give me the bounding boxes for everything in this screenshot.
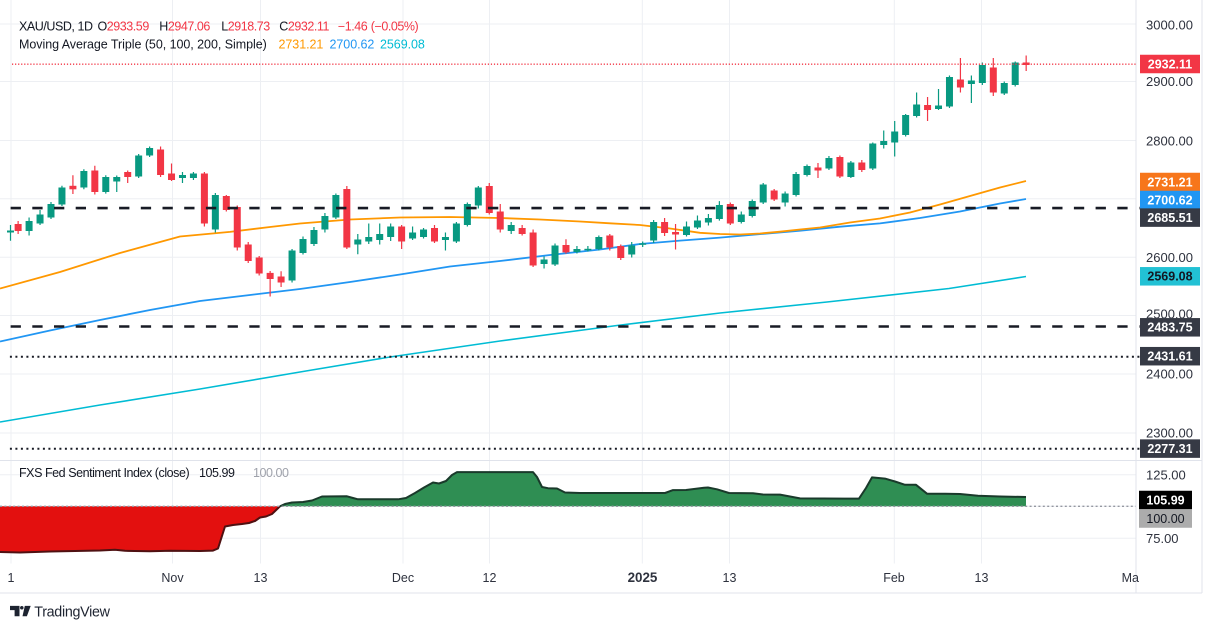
svg-text:13: 13 [254, 571, 268, 585]
svg-text:2400.00: 2400.00 [1146, 367, 1193, 382]
svg-text:125.00: 125.00 [1146, 467, 1186, 482]
svg-text:2569.08: 2569.08 [1147, 270, 1192, 284]
svg-text:Nov: Nov [161, 571, 184, 585]
svg-text:Moving Average Triple (50, 100: Moving Average Triple (50, 100, 200, Sim… [19, 38, 425, 52]
svg-text:2277.31: 2277.31 [1147, 442, 1192, 456]
svg-text:2025: 2025 [628, 570, 658, 585]
svg-text:Feb: Feb [883, 571, 905, 585]
svg-text:2685.51: 2685.51 [1147, 211, 1192, 225]
svg-text:105.99: 105.99 [1146, 493, 1184, 507]
svg-text:3000.00: 3000.00 [1146, 18, 1193, 33]
svg-text:2483.75: 2483.75 [1147, 321, 1192, 335]
svg-text:2731.21: 2731.21 [1147, 175, 1192, 189]
svg-text:Dec: Dec [392, 571, 414, 585]
svg-text:75.00: 75.00 [1146, 531, 1179, 546]
svg-text:2600.00: 2600.00 [1146, 250, 1193, 265]
svg-text:FXS Fed Sentiment Index (close: FXS Fed Sentiment Index (close) 105.99 100… [19, 466, 289, 480]
svg-text:2900.00: 2900.00 [1146, 74, 1193, 89]
svg-text:TradingView: TradingView [34, 605, 110, 621]
svg-text:12: 12 [483, 571, 497, 585]
svg-text:Ma: Ma [1122, 571, 1139, 585]
svg-text:2800.00: 2800.00 [1146, 134, 1193, 149]
svg-text:100.00: 100.00 [1146, 512, 1184, 526]
svg-text:13: 13 [975, 571, 989, 585]
svg-text:13: 13 [723, 571, 737, 585]
svg-text:1: 1 [8, 571, 15, 585]
svg-text:2932.11: 2932.11 [1148, 57, 1193, 71]
svg-text:2431.61: 2431.61 [1147, 350, 1192, 364]
svg-text:2300.00: 2300.00 [1146, 426, 1193, 441]
svg-text:2700.62: 2700.62 [1147, 193, 1192, 207]
svg-text:2500.00: 2500.00 [1146, 307, 1193, 322]
